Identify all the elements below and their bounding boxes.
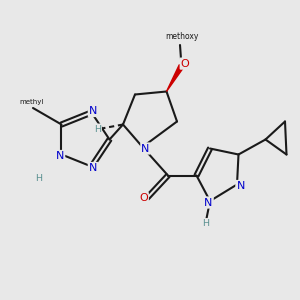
Text: O: O — [139, 193, 148, 203]
Text: N: N — [141, 143, 150, 154]
Text: N: N — [89, 163, 97, 173]
Text: H: H — [35, 174, 43, 183]
Polygon shape — [167, 65, 184, 92]
Text: N: N — [89, 106, 97, 116]
Text: H: H — [202, 219, 209, 228]
Text: O: O — [181, 58, 190, 69]
Text: H: H — [94, 124, 101, 134]
Text: methyl: methyl — [19, 99, 44, 105]
Text: methoxy: methoxy — [165, 32, 198, 41]
Text: N: N — [204, 197, 213, 208]
Text: N: N — [56, 151, 64, 161]
Text: N: N — [236, 181, 245, 191]
